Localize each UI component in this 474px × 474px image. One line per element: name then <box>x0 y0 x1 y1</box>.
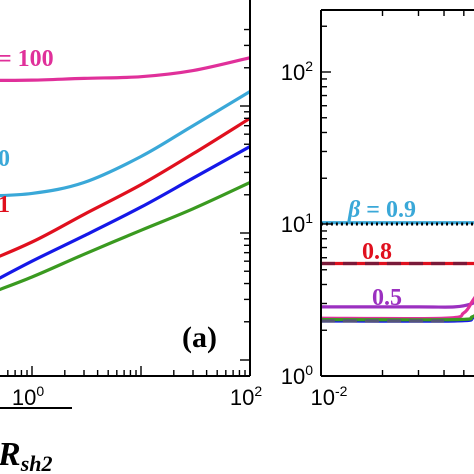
panel-b-xtick-label-0: 10-2 <box>311 383 348 410</box>
panel-b-ytick-label-1: 101 <box>281 210 313 237</box>
series-line-a-3 <box>0 144 250 280</box>
series-line-a-1 <box>0 89 250 198</box>
series-label-a-1: 0 <box>0 146 10 172</box>
panel-a-series <box>0 56 250 292</box>
series-label-b-4: 0.5 <box>372 285 402 311</box>
series-line-a-0 <box>0 56 250 82</box>
series-line-b-7 <box>321 314 474 322</box>
panel-a-xtick-label-0: 100 <box>12 383 44 410</box>
panel-a-xtick-label-1: 102 <box>230 383 262 410</box>
panel-b-series <box>321 221 474 323</box>
panel-b-ytick-label-0: 100 <box>281 362 313 389</box>
panel-b-ytick-label-2: 102 <box>281 58 313 85</box>
panel-a-label: (a) <box>182 321 217 354</box>
series-line-a-2 <box>0 116 250 258</box>
series-line-a-4 <box>0 180 250 292</box>
panel-b: 100 101 102 10-2 β = 0.9 0.8 0.5 <box>281 9 474 410</box>
series-label-b-0: β = 0.9 <box>347 197 416 223</box>
series-label-a-2: 1 <box>0 192 10 218</box>
series-label-a-0: = 100 <box>0 46 54 72</box>
series-line-b-4 <box>321 300 474 309</box>
series-label-b-2: 0.8 <box>362 239 392 265</box>
panel-a: 100 102 = 100 0 1 (a) Rsh2 <box>0 0 262 474</box>
panel-a-xlabel: Rsh2 <box>0 436 52 474</box>
